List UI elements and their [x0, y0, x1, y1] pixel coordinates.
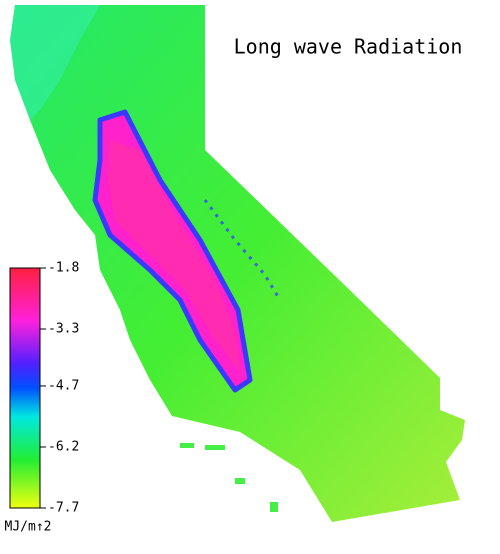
- colorbar-tick-label: -6.2: [48, 439, 79, 454]
- colorbar-gradient: [9, 267, 41, 509]
- colorbar-tick-label: -1.8: [48, 261, 79, 276]
- coast-cooler-zone: [10, 5, 100, 120]
- colorbar-tick-label: -4.7: [48, 378, 79, 393]
- colorbar: -1.8 -3.3 -4.7 -6.2 -7.7 MJ/m↑2: [5, 261, 80, 535]
- islands: [180, 443, 278, 512]
- colorbar-tick-label: -7.7: [48, 501, 79, 516]
- mountain-band: [203, 199, 282, 301]
- colorbar-tick-label: -3.3: [48, 322, 79, 337]
- title: Long wave Radiation: [234, 35, 463, 59]
- valley-core: [108, 140, 240, 372]
- colorbar-unit: MJ/m↑2: [5, 520, 52, 535]
